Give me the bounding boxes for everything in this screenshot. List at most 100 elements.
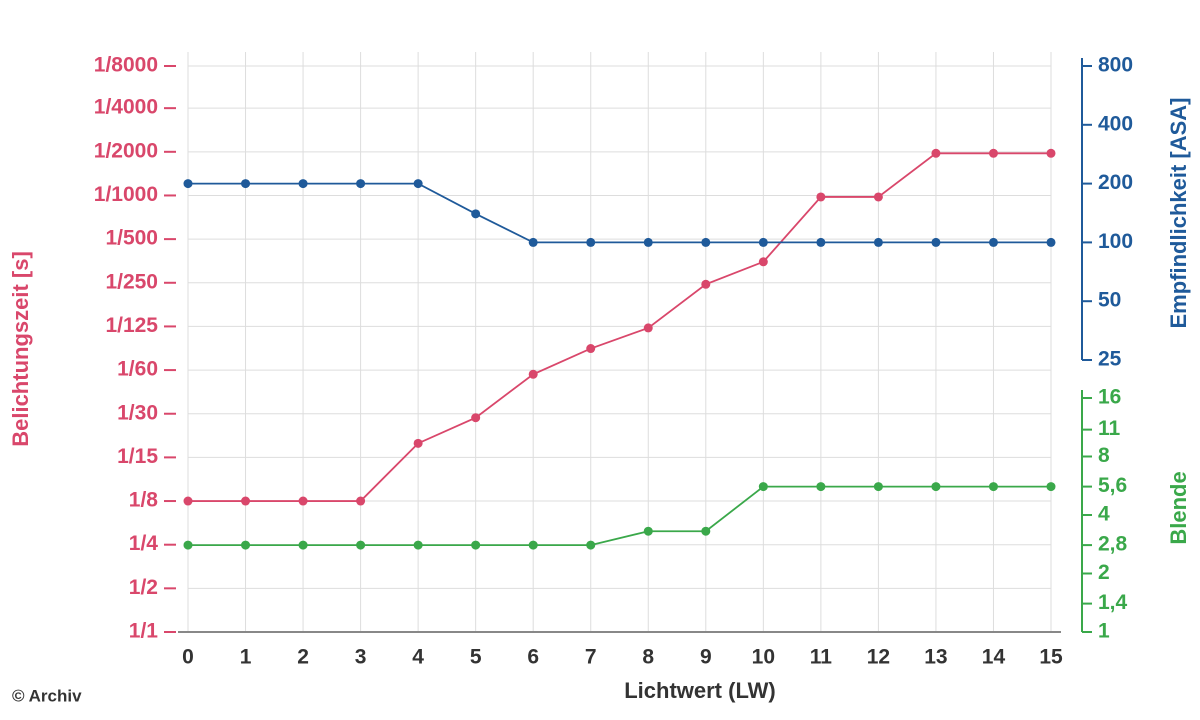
data-point <box>413 540 423 550</box>
data-point <box>356 540 366 550</box>
data-point <box>471 540 481 550</box>
data-point <box>356 496 366 506</box>
y3-tick-label: 8 <box>1098 444 1110 467</box>
data-point <box>471 413 481 423</box>
data-point <box>528 540 538 550</box>
x-tick-label: 4 <box>412 646 424 669</box>
data-point <box>758 237 768 247</box>
y-tick-label: 1/2 <box>129 576 158 599</box>
x-tick-label: 10 <box>752 646 775 669</box>
y3-tick-label: 5,6 <box>1098 474 1127 497</box>
data-point <box>701 237 711 247</box>
y-axis-label: Belichtungszeit [s] <box>8 251 33 447</box>
y2-tick-label: 200 <box>1098 171 1133 194</box>
y-tick-label: 1/2000 <box>94 139 158 162</box>
data-point <box>1046 482 1056 492</box>
data-point <box>873 237 883 247</box>
data-point <box>1046 237 1056 247</box>
data-point <box>931 148 941 158</box>
y-tick-label: 1/1 <box>129 620 159 643</box>
y-tick-label: 1/125 <box>105 314 158 337</box>
data-point <box>241 540 251 550</box>
data-point <box>528 369 538 379</box>
y-tick-label: 1/60 <box>117 358 158 381</box>
data-point <box>643 237 653 247</box>
data-point <box>413 438 423 448</box>
x-axis-label: Lichtwert (LW) <box>624 678 776 703</box>
data-point <box>643 323 653 333</box>
x-tick-label: 11 <box>810 646 833 669</box>
data-point <box>701 526 711 536</box>
data-point <box>183 496 193 506</box>
data-point <box>183 540 193 550</box>
y2-tick-label: 400 <box>1098 112 1133 135</box>
x-tick-label: 7 <box>585 646 597 669</box>
series-line <box>188 182 1051 244</box>
data-point <box>298 540 308 550</box>
y2-tick-label: 25 <box>1098 348 1122 371</box>
x-tick-label: 9 <box>700 646 712 669</box>
data-point <box>816 192 826 202</box>
data-point <box>988 148 998 158</box>
y2-tick-label: 100 <box>1098 230 1133 253</box>
data-point <box>816 237 826 247</box>
data-point <box>758 257 768 267</box>
data-point <box>586 344 596 354</box>
y3-tick-label: 1,4 <box>1098 591 1128 614</box>
y-tick-label: 1/15 <box>117 445 158 468</box>
data-point <box>988 237 998 247</box>
x-tick-label: 0 <box>182 646 194 669</box>
y2-tick-label: 800 <box>1098 54 1133 77</box>
y3-tick-label: 1 <box>1098 620 1110 643</box>
x-tick-label: 12 <box>867 646 890 669</box>
x-tick-label: 6 <box>527 646 539 669</box>
x-tick-label: 2 <box>297 646 309 669</box>
data-point <box>758 482 768 492</box>
y3-tick-label: 11 <box>1098 417 1121 440</box>
data-point <box>931 237 941 247</box>
x-tick-label: 14 <box>982 646 1006 669</box>
x-tick-label: 5 <box>470 646 482 669</box>
data-point <box>528 237 538 247</box>
y2-axis-label: Empfindlichkeit [ASA] <box>1166 97 1191 328</box>
data-point <box>873 482 883 492</box>
y-tick-label: 1/4 <box>129 532 159 555</box>
data-point <box>586 540 596 550</box>
data-point <box>471 209 481 219</box>
y-tick-label: 1/1000 <box>94 183 158 206</box>
data-point <box>1046 148 1056 158</box>
series-line <box>188 485 1051 547</box>
credit: © Archiv <box>12 686 82 705</box>
data-point <box>701 279 711 289</box>
x-tick-label: 1 <box>240 646 252 669</box>
data-point <box>183 179 193 189</box>
data-point <box>586 237 596 247</box>
y-tick-label: 1/500 <box>105 227 158 250</box>
x-tick-label: 3 <box>355 646 367 669</box>
y2-tick-label: 50 <box>1098 289 1121 312</box>
y-tick-label: 1/8 <box>129 489 159 512</box>
x-tick-label: 15 <box>1039 646 1063 669</box>
data-point <box>241 496 251 506</box>
data-point <box>298 496 308 506</box>
data-point <box>816 482 826 492</box>
data-point <box>241 179 251 189</box>
y-tick-label: 1/8000 <box>94 54 158 77</box>
data-point <box>931 482 941 492</box>
y3-axis-label: Blende <box>1166 471 1191 544</box>
x-tick-label: 8 <box>642 646 654 669</box>
y-tick-label: 1/250 <box>105 270 158 293</box>
series-line <box>188 152 1051 502</box>
data-point <box>356 179 366 189</box>
data-point <box>298 179 308 189</box>
data-point <box>988 482 998 492</box>
y3-tick-label: 2,8 <box>1098 533 1128 556</box>
y3-tick-label: 4 <box>1098 503 1110 526</box>
y3-tick-label: 16 <box>1098 386 1121 409</box>
data-point <box>873 192 883 202</box>
y-tick-label: 1/4000 <box>94 96 158 119</box>
y-tick-label: 1/30 <box>117 401 158 424</box>
y3-tick-label: 2 <box>1098 561 1110 584</box>
data-point <box>643 526 653 536</box>
